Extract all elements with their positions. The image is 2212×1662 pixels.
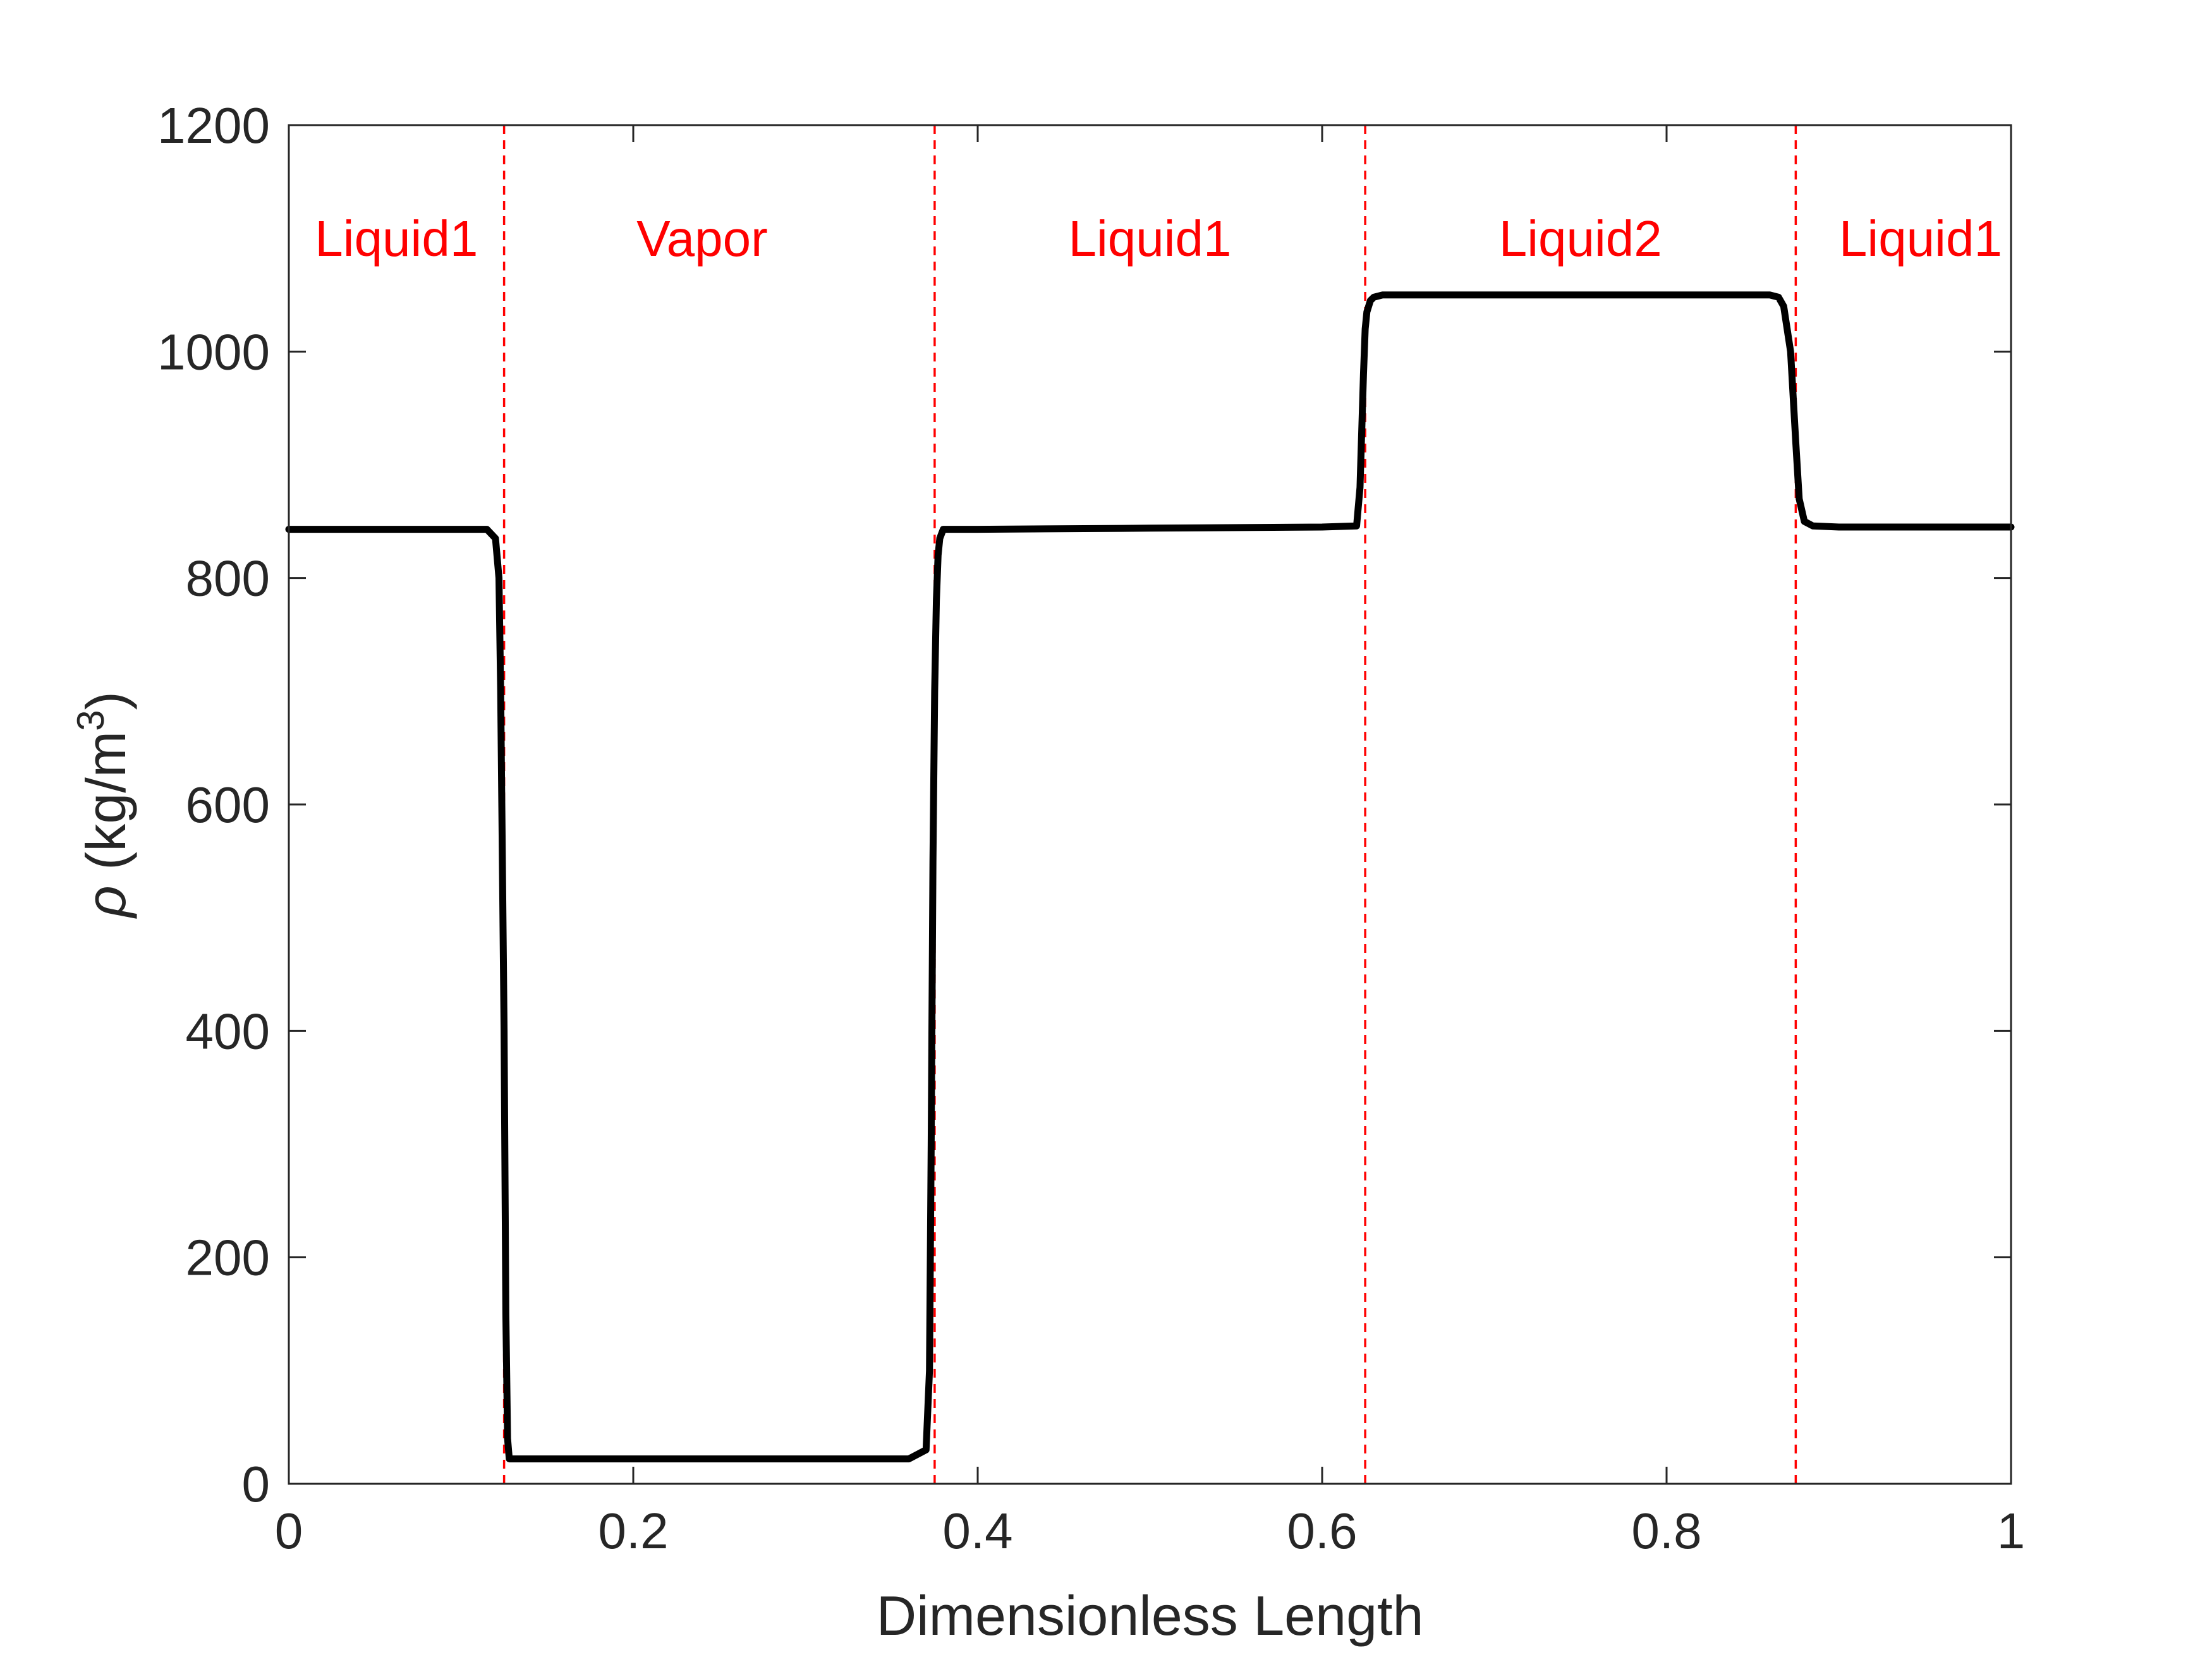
density-series-line [285,291,2015,1463]
y-axis-unit-close: ) [75,691,137,710]
y-axis-unit-superscript: 3 [70,710,112,731]
y-axis-symbol: ρ [75,885,137,919]
y-tick-label: 0 [242,1456,270,1512]
phase-region-label: Vapor [636,210,768,267]
y-tick-label: 400 [186,1003,270,1059]
phase-region-label: Liquid1 [1839,210,2002,267]
x-axis-label: Dimensionless Length [877,1584,1424,1647]
x-tick-label: 0.6 [1287,1503,1357,1559]
y-tick-label: 600 [186,777,270,833]
x-tick-label: 0.2 [598,1503,668,1559]
y-axis-label: ρ (kg/m3) [70,691,137,919]
y-tick-label: 800 [186,550,270,607]
phase-region-label: Liquid2 [1499,210,1662,267]
x-tick-label: 1 [1997,1503,2026,1559]
y-tick-label: 1200 [157,97,270,154]
y-tick-label: 1000 [157,324,270,380]
y-tick-label: 200 [186,1230,270,1286]
x-tick-label: 0 [275,1503,303,1559]
x-tick-label: 0.8 [1631,1503,1701,1559]
phase-region-label: Liquid1 [1068,210,1231,267]
phase-region-label: Liquid1 [315,210,478,267]
x-tick-label: 0.4 [942,1503,1012,1559]
y-axis-unit: (kg/m [75,731,137,885]
